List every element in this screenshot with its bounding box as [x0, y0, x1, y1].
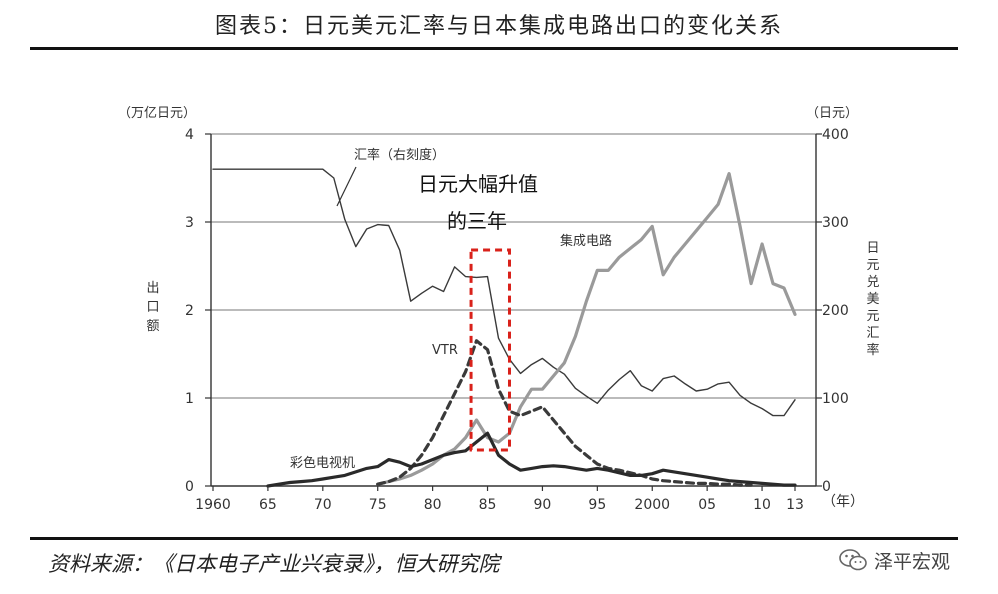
highlight-line-2: 的三年	[447, 209, 507, 233]
top-rule	[30, 47, 958, 50]
series-line-VTR	[376, 339, 753, 487]
annotation-exchange-rate-leader	[336, 166, 357, 207]
left-tick-label: 0	[185, 479, 194, 495]
bottom-rule	[30, 537, 958, 540]
x-tick-label: 90	[534, 497, 552, 513]
x-tick-label: 1960	[195, 497, 231, 513]
chart-gridlines	[211, 133, 816, 399]
highlight-box	[469, 248, 511, 452]
series-line-汇率（右刻度）	[212, 168, 796, 417]
series-line-彩色电视机	[266, 431, 797, 488]
axis-label-char: 兑	[866, 275, 879, 290]
x-axis-unit: （年）	[822, 494, 864, 510]
highlight-line-1: 日元大幅升值	[418, 172, 538, 196]
axis-label-char: 出	[146, 281, 159, 296]
annotation-ic: 集成电路	[560, 233, 612, 249]
axis-label-char: 美	[866, 292, 879, 307]
source-note: 资料来源：《日本电子产业兴衰录》，恒大研究院	[48, 552, 500, 576]
axis-label-char: 额	[146, 319, 159, 334]
axis-label-char: 元	[866, 258, 879, 273]
x-tick-label: 95	[588, 497, 606, 513]
left-tick-label: 1	[185, 391, 194, 407]
axis-label-char: 日	[866, 241, 879, 256]
right-tick-label: 0	[822, 479, 831, 495]
axis-label-char: 口	[146, 300, 159, 315]
right-tick-label: 200	[822, 303, 849, 319]
series-line-集成电路	[376, 172, 797, 486]
right-axis-unit: （日元）	[806, 106, 858, 121]
x-tick-label: 80	[424, 497, 442, 513]
chart-series	[212, 168, 797, 488]
x-tick-label: 13	[786, 497, 804, 513]
x-tick-label: 85	[479, 497, 497, 513]
left-tick-label: 3	[185, 215, 194, 231]
axis-label-char: 元	[866, 309, 879, 324]
watermark-text: 泽平宏观	[874, 550, 951, 573]
axis-label-char: 率	[866, 342, 879, 358]
right-tick-label: 300	[822, 215, 849, 231]
x-tick-label: 05	[698, 497, 716, 513]
right-tick-label: 400	[822, 127, 849, 143]
x-tick-label: 10	[753, 497, 771, 513]
right-tick-label: 100	[822, 391, 849, 407]
annotation-exchange-rate: 汇率（右刻度）	[354, 147, 445, 163]
annotation-vtr: VTR	[432, 343, 458, 358]
axis-label-char: 汇	[866, 326, 879, 341]
figure-title: 图表5：日元美元汇率与日本集成电路出口的变化关系	[215, 14, 783, 39]
left-axis-unit: （万亿日元）	[118, 106, 196, 121]
x-tick-label: 70	[314, 497, 332, 513]
wechat-icon	[839, 549, 867, 571]
chart-ticks: 0 1 2 3 4 0 100 200 300 400 1960 65 70 75 80 85 90 95 2000…	[185, 127, 849, 513]
left-axis-label: 出口额	[146, 281, 159, 334]
x-tick-label: 65	[259, 497, 277, 513]
annotation-color-tv: 彩色电视机	[290, 455, 355, 471]
left-tick-label: 4	[185, 127, 194, 143]
left-tick-label: 2	[185, 303, 194, 319]
watermark: 泽平宏观	[838, 540, 950, 580]
x-tick-label: 2000	[634, 497, 670, 513]
x-tick-label: 75	[369, 497, 387, 513]
